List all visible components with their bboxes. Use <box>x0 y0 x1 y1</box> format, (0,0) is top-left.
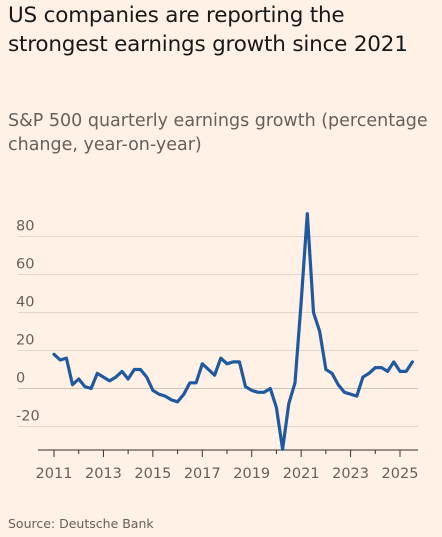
x-tick-label: 2015 <box>134 466 171 482</box>
chart-title: US companies are reporting the strongest… <box>8 3 408 57</box>
x-tick-label: 2011 <box>36 466 73 482</box>
y-tick-label: -20 <box>16 409 40 425</box>
y-tick-label: 20 <box>16 333 34 349</box>
x-tick-label: 2019 <box>233 466 270 482</box>
y-tick-label: 40 <box>16 295 34 311</box>
line-chart: 80 60 40 20 0 -20 2011 2013 2015 2017 2019 2021 2023… <box>16 212 419 482</box>
series-line <box>52 212 414 451</box>
y-tick-label: 80 <box>16 219 34 235</box>
x-tick-label: 2017 <box>184 466 221 482</box>
x-tick-label: 2013 <box>85 466 122 482</box>
y-tick-label: 0 <box>16 371 25 387</box>
x-tick-label: 2023 <box>332 466 369 482</box>
y-tick-label: 60 <box>16 257 34 273</box>
x-tick-label: 2021 <box>283 466 320 482</box>
x-tick-label: 2025 <box>382 466 419 482</box>
source-note: Source: Deutsche Bank <box>8 516 154 531</box>
chart-subtitle: S&P 500 quarterly earnings growth (perce… <box>8 111 428 155</box>
